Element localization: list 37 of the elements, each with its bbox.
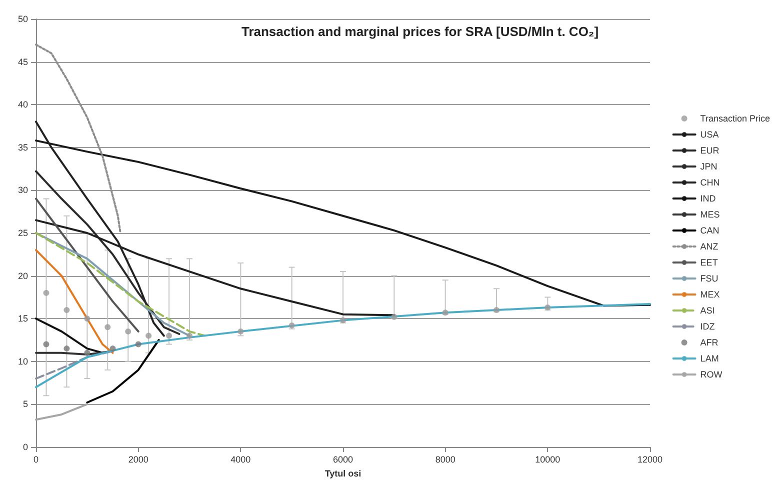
y-tick-label: 0: [22, 442, 28, 452]
legend-label: FSU: [700, 274, 718, 284]
y-tick-label: 25: [18, 228, 28, 238]
y-tick-label: 40: [18, 100, 28, 110]
legend-label: ANZ: [700, 242, 719, 252]
x-tick-label: 2000: [128, 454, 148, 464]
legend-label: LAM: [700, 354, 719, 364]
x-tick-label: 4000: [230, 454, 251, 464]
legend-label: Transaction Price: [700, 114, 770, 124]
legend-label: USA: [700, 130, 719, 140]
x-tick-label: 0: [33, 454, 39, 464]
x-tick-label: 6000: [332, 454, 354, 464]
legend-label: JPN: [700, 162, 718, 172]
legend-label: MEX: [700, 290, 720, 300]
y-tick-label: 50: [18, 14, 28, 24]
chart-title: Transaction and marginal prices for SRA [USD/Mln t. CO₂]: [241, 24, 599, 39]
legend-label: IDZ: [700, 322, 716, 332]
x-tick-label: 10000: [535, 454, 560, 464]
y-tick-label: 35: [18, 142, 28, 152]
legend-label: EUR: [700, 146, 720, 156]
y-tick-label: 20: [18, 270, 28, 281]
y-tick-label: 5: [22, 399, 28, 410]
y-tick-label: 45: [18, 56, 28, 67]
legend-label: ROW: [700, 370, 723, 380]
x-tick-label: 8000: [435, 454, 456, 464]
y-tick-label: 30: [18, 185, 28, 196]
legend-label: EET: [700, 258, 718, 268]
legend-label: CAN: [700, 226, 720, 236]
legend-label: CHN: [700, 178, 720, 188]
x-tick-label: 12000: [637, 454, 663, 464]
legend-label: ASI: [700, 306, 715, 316]
x-axis-title: Tytul osi: [324, 468, 362, 478]
y-tick-label: 15: [18, 314, 28, 324]
legend-label: IND: [700, 194, 716, 204]
y-tick-label: 10: [18, 356, 28, 366]
legend-label: MES: [700, 210, 720, 220]
legend-label: AFR: [700, 338, 719, 348]
